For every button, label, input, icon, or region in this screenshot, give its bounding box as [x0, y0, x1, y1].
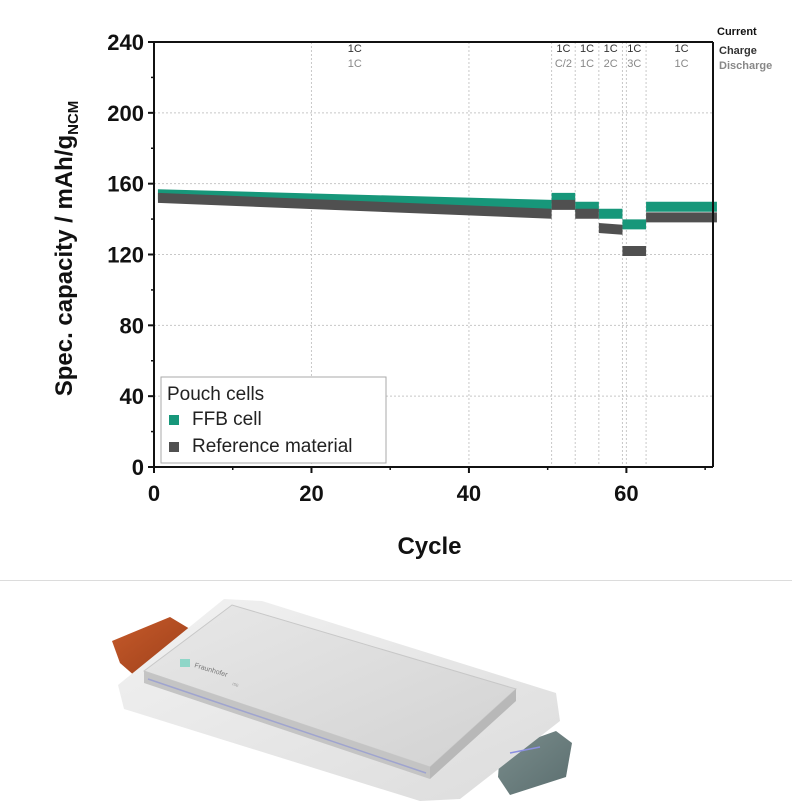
- pouch-cell-svg: Fraunhofer ISE: [112, 599, 572, 801]
- y-tick-label: 0: [132, 455, 144, 480]
- chart-svg: 1C 1C 1C C/2 1C 1C 1C 2C 1C 3C 1C 1C Current Charge Di…: [51, 26, 772, 560]
- copper-tab: [112, 617, 194, 677]
- y-axis-title: Spec. capacity / mAh/gNCM: [51, 101, 82, 397]
- y-tick-label: 80: [120, 313, 144, 338]
- y-tick-label: 40: [120, 384, 144, 409]
- discharge-header: Discharge: [719, 60, 772, 72]
- charge-header: Charge: [719, 45, 757, 57]
- section-divider: [0, 580, 792, 581]
- x-tick-label: 40: [457, 481, 481, 506]
- reference-series-segment: [598, 222, 623, 235]
- ffb-cell-series-segment: [157, 189, 552, 210]
- y-tick-label: 120: [107, 243, 144, 268]
- ffb-cell-series-segment: [622, 219, 647, 230]
- current-header: Current: [717, 26, 757, 38]
- legend-entry: Reference material: [192, 436, 353, 457]
- reference-series-segment: [622, 245, 647, 256]
- discharge-rate-label: 1C: [674, 58, 688, 70]
- y-axis-title-subscript: NCM: [65, 101, 82, 135]
- charge-rate-label: 1C: [604, 43, 618, 55]
- charge-rate-label: 1C: [627, 43, 641, 55]
- logo-subtext: ISE: [232, 681, 240, 688]
- x-tick-label: 60: [614, 481, 638, 506]
- y-tick-label: 200: [107, 101, 144, 126]
- y-axis-title-main: Spec. capacity / mAh/g: [51, 135, 78, 396]
- discharge-rate-label: C/2: [555, 58, 572, 70]
- y-tick-label: 160: [107, 172, 144, 197]
- legend-entry: FFB cell: [192, 409, 262, 430]
- capacity-chart: 1C 1C 1C C/2 1C 1C 1C 2C 1C 3C 1C 1C Current Charge Di…: [51, 26, 772, 560]
- reference-series-segment: [551, 199, 576, 210]
- legend-swatch: [169, 415, 179, 425]
- cell-body-edge: [144, 671, 430, 779]
- discharge-rate-label: 3C: [627, 58, 641, 70]
- fraunhofer-logo-icon: [180, 659, 190, 667]
- x-axis-title: Cycle: [397, 533, 461, 560]
- discharge-rate-label: 1C: [348, 58, 362, 70]
- reference-series-segment: [575, 208, 599, 219]
- discharge-rate-label: 2C: [604, 58, 618, 70]
- discharge-rate-label: 1C: [580, 58, 594, 70]
- charge-rate-label: 1C: [348, 43, 362, 55]
- legend-title: Pouch cells: [167, 384, 264, 405]
- ffb-cell-series-segment: [598, 208, 623, 219]
- pouch-cell-illustration: Fraunhofer ISE: [0, 581, 792, 804]
- legend-box: [160, 376, 387, 464]
- charge-rate-label: 1C: [556, 43, 570, 55]
- x-tick-label: 20: [299, 481, 323, 506]
- legend-swatch: [169, 442, 179, 452]
- charge-rate-label: 1C: [580, 43, 594, 55]
- reference-series-segment: [646, 212, 717, 223]
- reference-series-segment: [157, 192, 552, 219]
- y-tick-label: 240: [107, 30, 144, 55]
- ffb-cell-series-segment: [646, 201, 717, 212]
- charge-rate-label: 1C: [674, 43, 688, 55]
- x-tick-label: 0: [148, 481, 160, 506]
